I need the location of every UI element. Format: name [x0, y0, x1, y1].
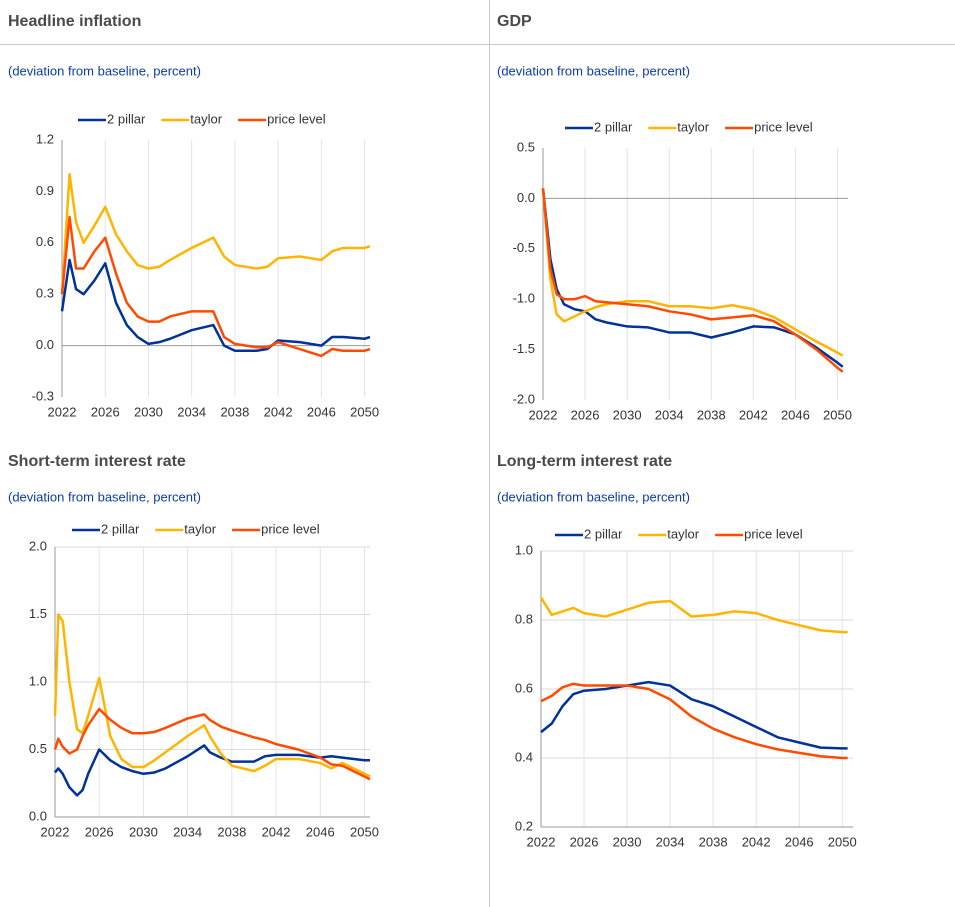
x-tick-label: 2026 [570, 834, 599, 849]
legend-label: taylor [677, 119, 709, 134]
y-tick-label: -1.0 [513, 291, 535, 306]
y-tick-label: 0.0 [517, 190, 535, 205]
y-tick-label: 0.6 [515, 680, 533, 695]
series-line [541, 188, 844, 357]
legend-label: 2 pillar [584, 526, 623, 541]
series-line [541, 188, 844, 373]
x-tick-label: 2050 [823, 407, 852, 422]
chart-subtitle: (deviation from baseline, percent) [8, 489, 201, 504]
legend-label: taylor [184, 521, 216, 536]
x-tick-label: 2038 [697, 407, 726, 422]
x-tick-label: 2022 [527, 834, 556, 849]
y-tick-label: 0.5 [29, 741, 47, 756]
x-tick-label: 2030 [613, 407, 642, 422]
x-tick-label: 2034 [173, 824, 202, 839]
chart-title: Headline inflation [8, 13, 141, 30]
x-tick-label: 2038 [699, 834, 728, 849]
legend-label: 2 pillar [594, 119, 633, 134]
y-tick-label: 0.6 [36, 234, 54, 249]
y-tick-label: -0.3 [32, 388, 54, 403]
y-tick-label: 0.0 [29, 808, 47, 823]
series-line [540, 682, 848, 760]
chart-title: Short-term interest rate [8, 453, 186, 470]
y-tick-label: 2.0 [29, 538, 47, 553]
x-tick-label: 2030 [134, 404, 163, 419]
x-tick-label: 2038 [217, 824, 246, 839]
x-tick-label: 2042 [262, 824, 291, 839]
legend-label: price level [744, 526, 803, 541]
series-line [60, 215, 371, 358]
series-line [53, 613, 371, 778]
x-tick-label: 2026 [85, 824, 114, 839]
series-line [60, 258, 371, 352]
x-tick-label: 2046 [781, 407, 810, 422]
chart-title: GDP [497, 13, 532, 30]
series-line [54, 744, 370, 797]
x-tick-label: 2046 [307, 404, 336, 419]
legend-label: taylor [190, 111, 222, 126]
series-line [541, 188, 844, 368]
y-tick-label: 0.3 [36, 286, 54, 301]
x-tick-label: 2034 [655, 407, 684, 422]
x-tick-label: 2050 [350, 404, 379, 419]
series-line [53, 707, 371, 781]
y-tick-label: -2.0 [513, 391, 535, 406]
y-tick-label: -1.5 [513, 341, 535, 356]
series-line [540, 680, 848, 750]
x-tick-label: 2042 [742, 834, 771, 849]
legend-label: taylor [667, 526, 699, 541]
legend-label: 2 pillar [101, 521, 140, 536]
chart-subtitle: (deviation from baseline, percent) [8, 63, 201, 78]
x-tick-label: 2050 [350, 824, 379, 839]
x-tick-label: 2042 [264, 404, 293, 419]
chart-title: Long-term interest rate [497, 453, 672, 470]
x-tick-label: 2034 [177, 404, 206, 419]
x-tick-label: 2022 [48, 404, 77, 419]
y-tick-label: 0.9 [36, 183, 54, 198]
legend-label: price level [261, 521, 320, 536]
y-tick-label: 0.4 [515, 749, 533, 764]
legend-label: price level [267, 111, 326, 126]
chart-subtitle: (deviation from baseline, percent) [497, 489, 690, 504]
y-tick-label: -0.5 [513, 240, 535, 255]
x-tick-label: 2046 [785, 834, 814, 849]
x-tick-label: 2038 [220, 404, 249, 419]
x-tick-label: 2030 [613, 834, 642, 849]
x-tick-label: 2026 [571, 407, 600, 422]
legend-label: price level [754, 119, 813, 134]
legend-label: 2 pillar [107, 111, 146, 126]
series-line [60, 173, 371, 295]
x-tick-label: 2022 [41, 824, 70, 839]
y-tick-label: 1.0 [515, 542, 533, 557]
x-tick-label: 2026 [91, 404, 120, 419]
series-line [539, 596, 848, 634]
y-tick-label: 1.0 [29, 673, 47, 688]
x-tick-label: 2046 [306, 824, 335, 839]
y-tick-label: 0.2 [515, 818, 533, 833]
y-tick-label: 1.2 [36, 131, 54, 146]
y-tick-label: 0.0 [36, 337, 54, 352]
chart-subtitle: (deviation from baseline, percent) [497, 63, 690, 78]
x-tick-label: 2030 [129, 824, 158, 839]
x-tick-label: 2022 [529, 407, 558, 422]
y-tick-label: 1.5 [29, 606, 47, 621]
y-tick-label: 0.5 [517, 139, 535, 154]
x-tick-label: 2050 [828, 834, 857, 849]
y-tick-label: 0.8 [515, 611, 533, 626]
x-tick-label: 2034 [656, 834, 685, 849]
x-tick-label: 2042 [739, 407, 768, 422]
